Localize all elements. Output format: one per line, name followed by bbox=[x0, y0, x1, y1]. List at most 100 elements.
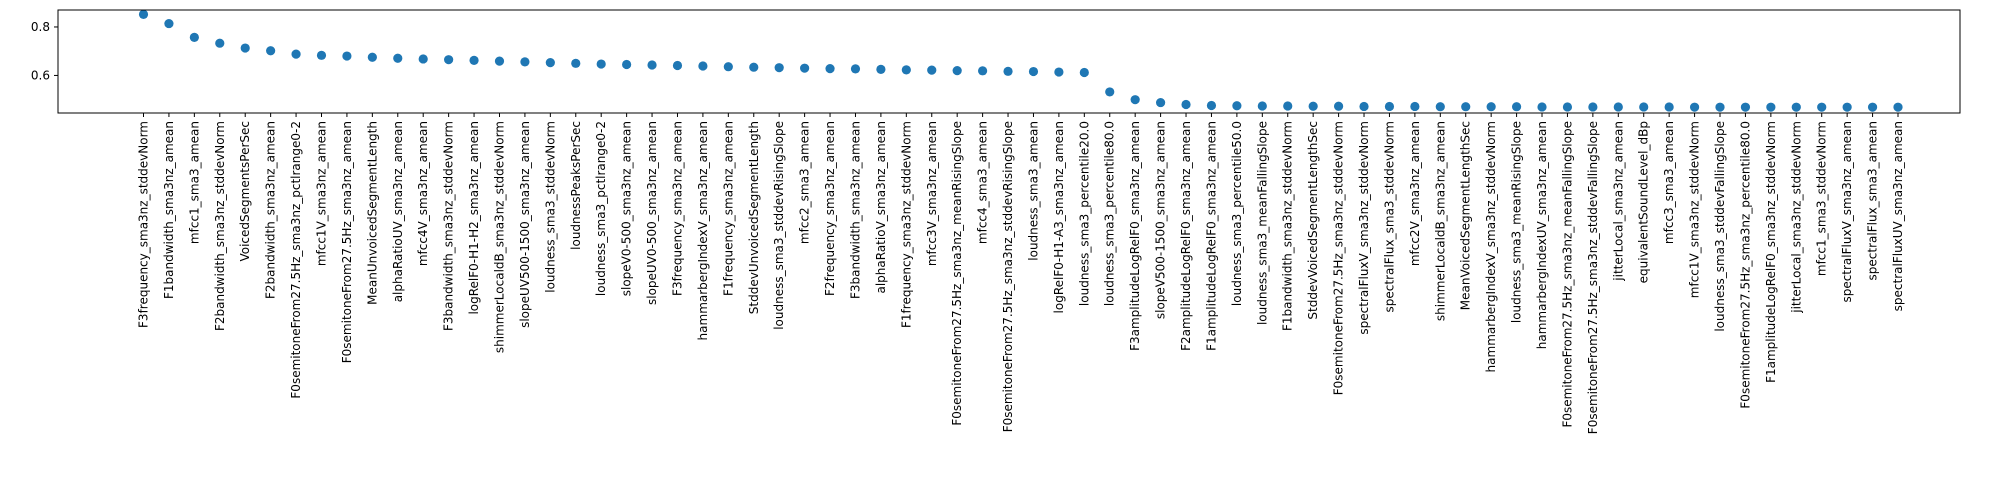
x-tick-label: loudness_sma3_stddevFallingSlope bbox=[1713, 121, 1727, 332]
x-tick-label: F1bandwidth_sma3nz_stddevNorm bbox=[1281, 121, 1295, 331]
data-point bbox=[978, 66, 988, 76]
data-point bbox=[901, 65, 911, 75]
data-point bbox=[520, 57, 530, 67]
data-point bbox=[1867, 102, 1878, 112]
x-tick-label: F1amplitudeLogRelF0_sma3nz_stddevNorm bbox=[1764, 121, 1778, 383]
x-tick-label: slopeV0-500_sma3nz_amean bbox=[620, 121, 634, 296]
data-point bbox=[164, 18, 174, 29]
data-point bbox=[1257, 101, 1267, 111]
x-tick-label: F0semitoneFrom27.5Hz_sma3nz_stddevNorm bbox=[1332, 121, 1346, 395]
x-tick-label: spectralFluxV_sma3nz_amean bbox=[1840, 121, 1854, 303]
x-tick-label: hammarbergIndexV_sma3nz_stddevNorm bbox=[1484, 121, 1498, 372]
x-tick-label: F3frequency_sma3nz_stddevNorm bbox=[137, 121, 151, 328]
x-tick-label: F1amplitudeLogRelF0_sma3nz_amean bbox=[1204, 121, 1218, 351]
data-point bbox=[1893, 102, 1903, 112]
data-point bbox=[1588, 102, 1598, 112]
data-point bbox=[723, 62, 733, 72]
data-point bbox=[622, 59, 632, 70]
x-tick-label: F1bandwidth_sma3nz_amean bbox=[162, 121, 176, 299]
y-axis: 0.6 0.8 bbox=[31, 20, 58, 82]
data-point bbox=[672, 60, 683, 71]
data-point bbox=[1817, 102, 1827, 112]
data-point bbox=[138, 9, 149, 19]
data-point bbox=[1740, 102, 1751, 112]
data-point bbox=[1308, 101, 1318, 111]
x-tick-label: VoicedSegmentsPerSec bbox=[238, 121, 252, 262]
x-tick-label: jitterLocal_sma3nz_stddevNorm bbox=[1789, 121, 1803, 314]
data-point bbox=[927, 65, 937, 75]
data-point bbox=[1791, 102, 1801, 112]
data-point bbox=[1664, 102, 1674, 112]
data-point bbox=[1054, 67, 1064, 77]
data-point bbox=[1537, 102, 1547, 112]
x-tick-label: F0semitoneFrom27.5Hz_sma3nz_stddevRising… bbox=[1001, 121, 1015, 432]
data-points bbox=[138, 9, 1903, 112]
x-tick-label: mfcc1_sma3_amean bbox=[187, 121, 201, 244]
x-tick-label: spectralFluxUV_sma3nz_amean bbox=[1891, 121, 1905, 311]
data-point bbox=[1181, 99, 1191, 110]
data-point bbox=[850, 64, 861, 74]
data-point bbox=[825, 64, 835, 74]
data-point bbox=[545, 57, 555, 68]
x-tick-label: loudness_sma3_percentile20.0 bbox=[1077, 121, 1091, 306]
x-tick-label: loudness_sma3_pctlrange0-2 bbox=[594, 121, 608, 296]
x-tick-label: mfcc3_sma3_amean bbox=[1662, 121, 1676, 244]
data-point bbox=[240, 43, 250, 53]
x-tick-label: F0semitoneFrom27.5Hz_sma3nz_stddevFallin… bbox=[1586, 121, 1600, 434]
data-point bbox=[698, 61, 708, 71]
x-tick-label: F2bandwidth_sma3nz_stddevNorm bbox=[213, 121, 227, 331]
x-tick-label: alphaRatioV_sma3nz_amean bbox=[874, 121, 888, 294]
data-point bbox=[1384, 101, 1395, 112]
x-tick-label: StddevVoicedSegmentLengthSec bbox=[1306, 121, 1320, 320]
x-tick-label: mfcc1V_sma3nz_stddevNorm bbox=[1688, 121, 1702, 298]
x-tick-label: MeanUnvoicedSegmentLength bbox=[365, 121, 379, 305]
x-tick-label: slopeUV0-500_sma3nz_amean bbox=[645, 121, 659, 305]
x-tick-label: loudness_sma3_percentile50.0 bbox=[1230, 121, 1244, 306]
x-tick-label: loudness_sma3_meanFallingSlope bbox=[1255, 121, 1269, 325]
x-tick-label: loudness_sma3_stddevRisingSlope bbox=[772, 121, 786, 330]
x-tick-label: loudness_sma3_percentile80.0 bbox=[1103, 121, 1117, 306]
x-tick-label: MeanVoicedSegmentLengthSec bbox=[1459, 121, 1473, 310]
data-point bbox=[596, 59, 606, 69]
x-tick-label: logRelF0-H1-A3_sma3nz_amean bbox=[1052, 121, 1066, 313]
data-point bbox=[1410, 101, 1420, 112]
x-tick-label: mfcc3V_sma3nz_amean bbox=[925, 121, 939, 266]
x-tick-label: loudness_sma3_stddevNorm bbox=[543, 121, 557, 293]
x-tick-label: F3amplitudeLogRelF0_sma3nz_amean bbox=[1128, 121, 1142, 351]
data-point bbox=[1842, 102, 1852, 112]
plot-area-frame bbox=[57, 9, 1961, 114]
x-tick-label: mfcc2V_sma3nz_amean bbox=[1408, 121, 1422, 266]
data-point bbox=[189, 32, 199, 42]
x-tick-label: F1frequency_sma3nz_stddevNorm bbox=[899, 121, 913, 328]
y-tick-label: 0.8 bbox=[31, 20, 50, 34]
data-point bbox=[1206, 100, 1217, 111]
x-tick-label: F3bandwidth_sma3nz_stddevNorm bbox=[442, 121, 456, 331]
x-tick-label: equivalentSoundLevel_dBp bbox=[1637, 121, 1651, 283]
x-tick-label: spectralFluxV_sma3nz_stddevNorm bbox=[1357, 121, 1371, 335]
data-point bbox=[876, 64, 886, 74]
x-tick-label: F2amplitudeLogRelF0_sma3nz_amean bbox=[1179, 121, 1193, 351]
data-point bbox=[1079, 67, 1089, 78]
data-point bbox=[1028, 66, 1039, 77]
x-tick-label: F3bandwidth_sma3nz_amean bbox=[848, 121, 862, 299]
x-tick-label: alphaRatioUV_sma3nz_amean bbox=[391, 121, 405, 302]
x-tick-label: F0semitoneFrom27.5Hz_sma3nz_meanRisingSl… bbox=[950, 121, 964, 426]
data-point bbox=[1003, 66, 1013, 76]
x-tick-label: F3frequency_sma3nz_amean bbox=[670, 121, 684, 296]
data-point bbox=[494, 56, 505, 66]
data-point bbox=[1511, 102, 1522, 112]
x-tick-label: spectralFlux_sma3_stddevNorm bbox=[1382, 121, 1396, 312]
data-point bbox=[1689, 102, 1700, 112]
data-point bbox=[291, 49, 301, 59]
data-point bbox=[1359, 101, 1369, 112]
data-point bbox=[1639, 102, 1649, 112]
x-axis: F3frequency_sma3nz_stddevNorm F1bandwidth… bbox=[137, 113, 1905, 434]
data-point bbox=[215, 38, 225, 48]
x-tick-label: F1frequency_sma3nz_amean bbox=[721, 121, 735, 296]
x-tick-label: F2bandwidth_sma3nz_amean bbox=[264, 121, 278, 299]
data-point bbox=[749, 62, 759, 72]
x-tick-label: StddevUnvoicedSegmentLength bbox=[747, 121, 761, 314]
x-tick-label: hammarbergIndexUV_sma3nz_amean bbox=[1535, 121, 1549, 349]
x-tick-label: slopeUV500-1500_sma3nz_amean bbox=[518, 121, 532, 328]
